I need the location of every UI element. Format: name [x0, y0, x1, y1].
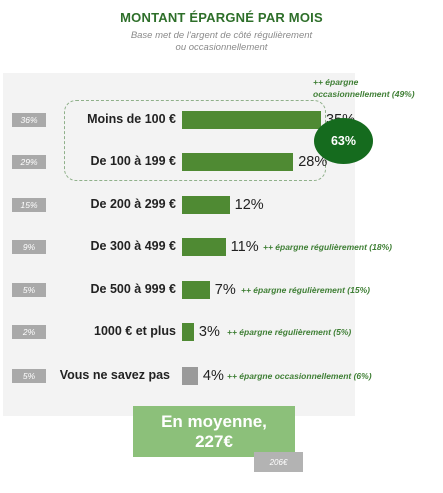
category-label: De 100 à 199 € [90, 154, 177, 168]
bar [182, 111, 321, 129]
value-label: 7% [214, 282, 236, 298]
previous-value-badge: 9% [12, 240, 46, 254]
bar [182, 367, 198, 385]
category-label: De 200 à 299 € [90, 197, 177, 211]
bar [182, 281, 210, 299]
savings-note: ++ épargne régulièrement (18%) [263, 242, 392, 252]
category-label: De 300 à 499 € [90, 239, 177, 253]
top-note-line-2: occasionnellement (49%) [313, 89, 415, 99]
average-line-1: En moyenne, [161, 411, 267, 431]
subtitle-line-2: ou occasionnellement [175, 42, 268, 53]
average-box: En moyenne, 227€ [133, 406, 295, 457]
value-label: 11% [230, 239, 259, 255]
chart-subtitle: Base met de l'argent de côté régulièreme… [0, 30, 443, 54]
top-note-line-1: ++ épargne [313, 77, 359, 87]
average-value: 227€ [195, 431, 233, 451]
bar [182, 196, 230, 214]
bar [182, 238, 226, 256]
category-label: Vous ne savez pas [59, 368, 170, 382]
savings-note: ++ épargne régulièrement (5%) [227, 327, 352, 337]
category-label: De 500 à 999 € [90, 282, 177, 296]
bar [182, 323, 194, 341]
chart-title: MONTANT ÉPARGNÉ PAR MOIS [120, 10, 323, 25]
category-label: 1000 € et plus [94, 324, 176, 338]
previous-value-badge: 5% [12, 283, 46, 297]
previous-value-badge: 15% [12, 198, 46, 212]
category-label: Moins de 100 € [87, 112, 176, 126]
subtitle-line-1: Base met de l'argent de côté régulièreme… [130, 30, 313, 41]
value-label: 4% [202, 368, 224, 384]
previous-value-badge: 5% [12, 369, 46, 383]
previous-value-badge: 2% [12, 325, 46, 339]
savings-note: ++ épargne occasionnellement (6%) [227, 371, 372, 381]
previous-average-badge: 206€ [254, 452, 303, 472]
bar [182, 153, 294, 171]
value-label: 3% [198, 324, 220, 340]
top-occasional-note: ++ épargne occasionnellement (49%) [313, 76, 415, 100]
value-label: 12% [234, 197, 264, 213]
savings-note: ++ épargne régulièrement (15%) [241, 285, 370, 295]
value-label: 28% [298, 154, 328, 170]
chart-panel [3, 73, 355, 416]
group-total-badge: 63% [314, 118, 373, 164]
previous-value-badge: 29% [12, 155, 46, 169]
previous-value-badge: 36% [12, 113, 46, 127]
